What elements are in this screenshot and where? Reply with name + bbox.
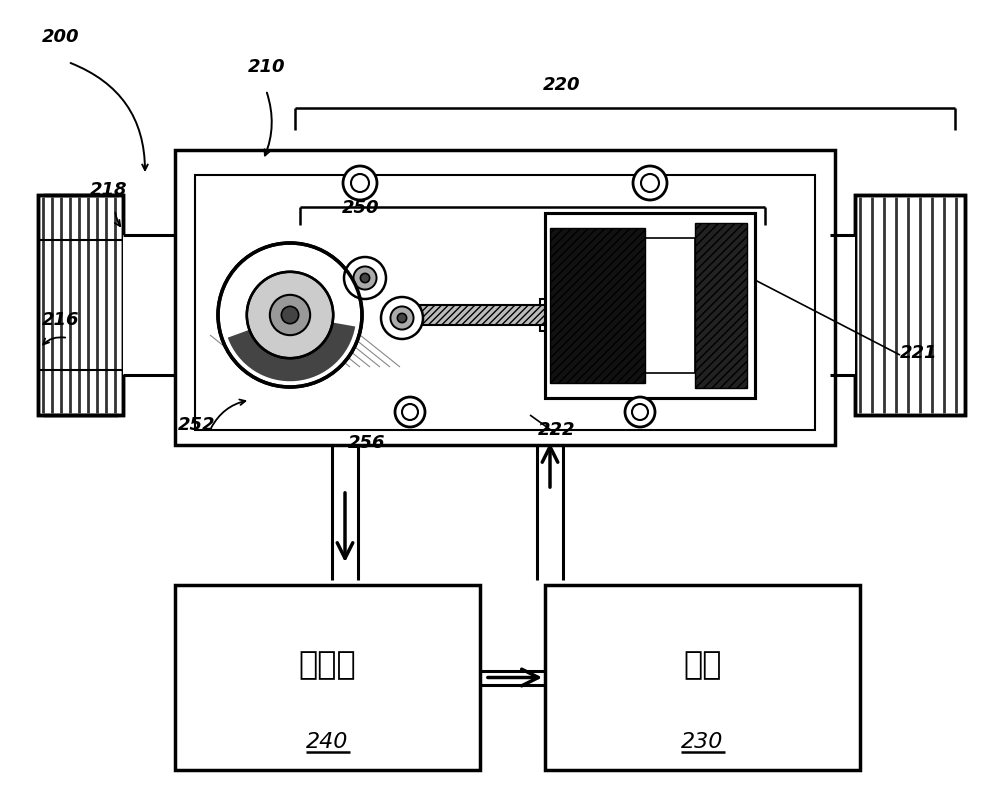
Text: 210: 210 — [248, 58, 286, 76]
Circle shape — [625, 397, 655, 427]
Text: 216: 216 — [42, 311, 80, 329]
Bar — [695, 223, 747, 388]
Circle shape — [633, 166, 667, 200]
Circle shape — [218, 243, 362, 387]
Circle shape — [281, 307, 299, 324]
Bar — [123, 235, 175, 375]
Circle shape — [360, 274, 370, 283]
Text: 222: 222 — [538, 421, 576, 439]
Circle shape — [632, 404, 648, 420]
Circle shape — [344, 257, 386, 299]
Text: 221: 221 — [900, 344, 938, 362]
Circle shape — [343, 166, 377, 200]
Bar — [38, 195, 123, 415]
Text: 240: 240 — [306, 732, 349, 752]
Bar — [540, 299, 558, 331]
Bar — [545, 213, 755, 398]
Circle shape — [402, 404, 418, 420]
Bar — [175, 585, 480, 770]
Text: 256: 256 — [348, 434, 386, 452]
Bar — [830, 235, 855, 375]
Text: 200: 200 — [42, 28, 80, 46]
Bar — [195, 175, 815, 430]
Text: 252: 252 — [178, 416, 216, 434]
Wedge shape — [228, 315, 355, 382]
Text: 220: 220 — [543, 76, 580, 94]
Bar — [645, 238, 695, 373]
Bar — [545, 585, 860, 770]
Bar — [420, 305, 545, 325]
Circle shape — [397, 313, 407, 323]
Text: 230: 230 — [681, 732, 724, 752]
Circle shape — [247, 272, 333, 358]
Circle shape — [390, 307, 414, 329]
Circle shape — [641, 174, 659, 192]
Circle shape — [353, 266, 377, 290]
Text: 伺服: 伺服 — [683, 650, 722, 681]
Bar — [38, 195, 123, 415]
Bar — [550, 228, 645, 383]
Circle shape — [270, 295, 310, 335]
Text: 218: 218 — [90, 181, 128, 199]
Bar — [545, 213, 755, 398]
Bar — [855, 195, 965, 415]
Circle shape — [381, 297, 423, 339]
Bar — [175, 150, 835, 445]
Circle shape — [351, 174, 369, 192]
Bar — [855, 195, 965, 415]
Text: 250: 250 — [342, 199, 380, 217]
Text: 控制器: 控制器 — [299, 650, 356, 681]
Circle shape — [395, 397, 425, 427]
